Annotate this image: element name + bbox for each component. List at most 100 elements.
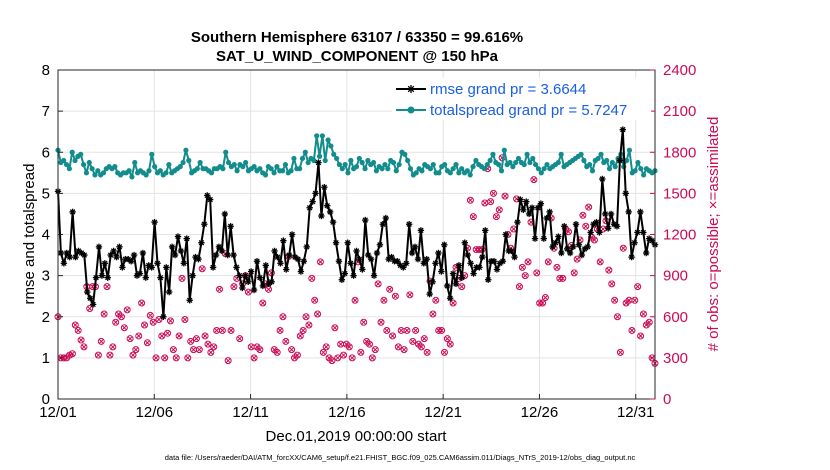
rmse-point: [584, 243, 591, 251]
legend-box: [392, 78, 651, 120]
rmse-point: [183, 235, 190, 242]
y-tick-label: 1: [42, 350, 50, 367]
x-tick-label: 12/16: [328, 404, 366, 421]
rmse-point: [376, 241, 384, 248]
totalspread-point: [271, 170, 277, 176]
obs-point: [316, 258, 324, 266]
rmse-point: [549, 243, 556, 251]
rmse-point: [405, 221, 413, 228]
rmse-point: [57, 249, 65, 257]
rmse-point: [514, 218, 521, 226]
obs-point: [230, 283, 238, 291]
y-tick-label: 2: [42, 309, 50, 326]
rmse-point: [189, 272, 196, 279]
rmse-point: [362, 216, 369, 224]
obs-point: [279, 313, 287, 321]
totalspread-point: [470, 164, 476, 170]
totalspread-point: [268, 166, 274, 172]
obs-point: [94, 351, 102, 359]
rmse-point: [148, 264, 155, 271]
totalspread-point: [63, 161, 70, 168]
obs-point: [305, 321, 313, 329]
obs-point: [74, 326, 82, 334]
obs-point: [311, 296, 319, 304]
obs-point: [417, 343, 425, 351]
rmse-point: [69, 208, 76, 216]
totalspread-point: [612, 164, 618, 170]
legend-rmse-star: [407, 85, 415, 93]
obs-point: [109, 343, 117, 351]
rmse-point: [593, 218, 600, 226]
rmse-point: [206, 196, 214, 203]
rmse-point: [643, 249, 650, 257]
rmse-point: [180, 260, 188, 267]
obs-point: [149, 318, 157, 326]
obs-point: [126, 335, 134, 343]
obs-point: [334, 354, 342, 362]
rmse-point: [458, 274, 466, 281]
obs-point: [112, 318, 120, 326]
rmse-point: [247, 268, 255, 275]
totalspread-point: [197, 159, 203, 166]
y-right-tick-label: 1800: [663, 144, 696, 161]
obs-point: [608, 280, 616, 288]
totalspread-point: [86, 159, 92, 166]
obs-point: [166, 317, 174, 325]
obs-point: [152, 354, 160, 362]
obs-point: [423, 348, 431, 356]
totalspread-point: [319, 133, 325, 139]
totalspread-point: [78, 151, 84, 157]
totalspread-point: [481, 166, 488, 172]
rmse-point: [502, 231, 509, 238]
obs-point: [123, 306, 131, 314]
obs-point: [86, 305, 94, 313]
totalspread-point: [638, 166, 644, 172]
obs-point: [579, 211, 587, 219]
rmse-point: [537, 200, 545, 207]
obs-point: [541, 294, 549, 302]
totalspread-point: [501, 147, 507, 153]
rmse-point: [329, 218, 337, 226]
rmse-point: [236, 272, 243, 279]
obs-point: [521, 272, 529, 280]
totalspread-point: [595, 155, 601, 162]
obs-point: [71, 321, 79, 329]
y-tick-label: 4: [42, 227, 50, 244]
obs-point: [440, 348, 448, 356]
rmse-point: [92, 274, 100, 281]
y-tick-label: 6: [42, 144, 50, 161]
totalspread-point: [390, 159, 397, 166]
obs-point: [637, 332, 645, 340]
totalspread-point: [496, 161, 502, 168]
rmse-point: [154, 260, 161, 267]
totalspread-point: [348, 157, 354, 164]
totalspread-point: [515, 155, 522, 162]
rmse-point: [373, 249, 381, 257]
obs-point: [585, 203, 593, 211]
rmse-point: [525, 210, 533, 218]
obs-point: [155, 315, 163, 323]
totalspread-point: [302, 149, 308, 155]
obs-point: [178, 274, 186, 282]
totalspread-point: [370, 159, 377, 166]
rmse-point: [350, 272, 357, 279]
obs-point: [412, 326, 420, 334]
totalspread-point: [396, 161, 402, 168]
rmse-point: [634, 229, 641, 236]
obs-point: [443, 335, 451, 343]
y-right-tick-label: 600: [663, 309, 688, 326]
obs-point: [328, 357, 336, 365]
rmse-point: [426, 290, 433, 298]
totalspread-point: [464, 168, 470, 174]
totalspread-point: [641, 172, 647, 178]
y-axis-label: rmse and totalspread: [21, 164, 38, 305]
obs-point: [158, 332, 166, 340]
rmse-point: [224, 251, 231, 259]
totalspread-point: [157, 168, 163, 174]
y-right-tick-label: 2100: [663, 103, 696, 120]
rmse-point: [142, 274, 149, 281]
rmse-point: [233, 264, 240, 271]
totalspread-point: [353, 164, 360, 170]
rmse-point: [230, 251, 237, 259]
